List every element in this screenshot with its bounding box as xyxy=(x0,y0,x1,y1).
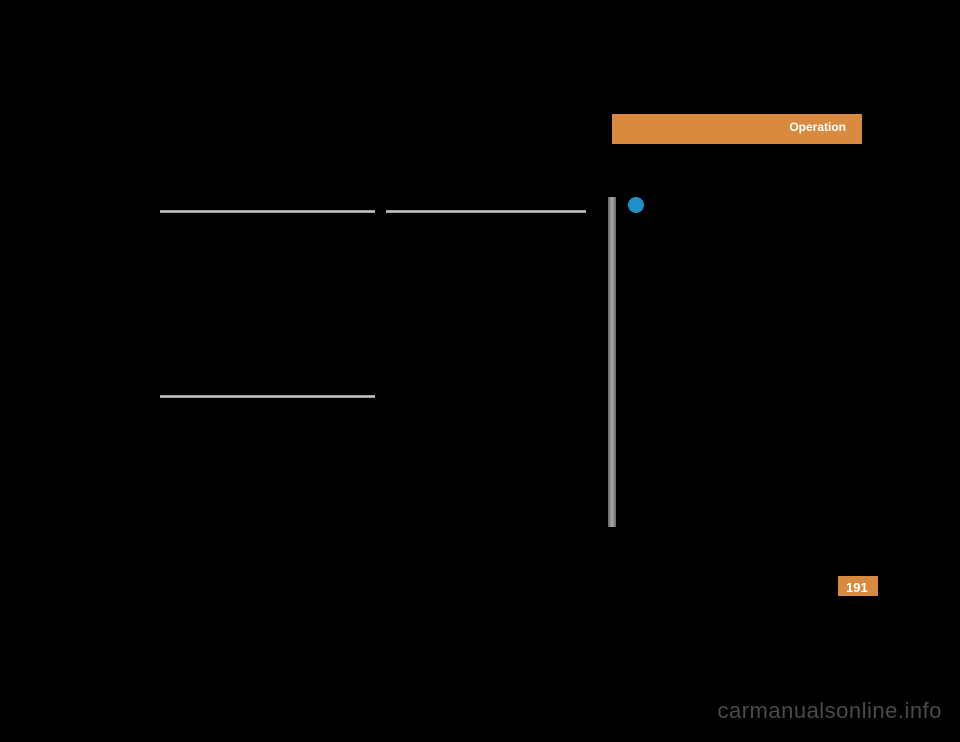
watermark-text: carmanualsonline.info xyxy=(717,698,942,724)
watermark-label: carmanualsonline.info xyxy=(717,698,942,723)
divider-line xyxy=(160,395,375,398)
section-header-tab: Operation xyxy=(612,114,862,144)
vertical-divider xyxy=(608,197,616,527)
section-title: Operation xyxy=(789,120,846,134)
divider-line xyxy=(160,210,375,213)
info-icon xyxy=(628,197,644,213)
page-number-tab: 191 xyxy=(838,576,878,596)
page-number: 191 xyxy=(846,580,868,595)
divider-line xyxy=(386,210,586,213)
